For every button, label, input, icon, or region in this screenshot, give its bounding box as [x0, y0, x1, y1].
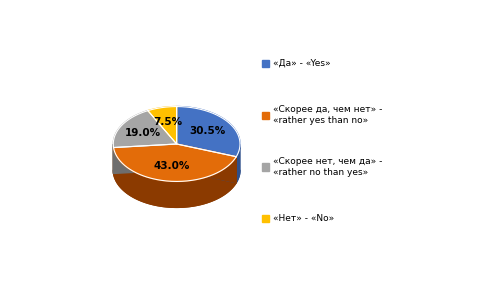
Polygon shape: [114, 147, 236, 207]
Bar: [262, 215, 269, 222]
Polygon shape: [148, 107, 177, 144]
Bar: [262, 163, 269, 170]
Polygon shape: [177, 107, 240, 157]
Text: 7.5%: 7.5%: [153, 117, 182, 127]
Bar: [262, 111, 269, 119]
Text: «Скорее да, чем нет» -
«rather yes than no»: «Скорее да, чем нет» - «rather yes than …: [273, 105, 383, 125]
Polygon shape: [236, 144, 240, 183]
Text: «Скорее нет, чем да» -
«rather no than yes»: «Скорее нет, чем да» - «rather no than y…: [273, 157, 383, 177]
Polygon shape: [114, 144, 177, 173]
Polygon shape: [177, 144, 236, 183]
Text: «Нет» - «No»: «Нет» - «No»: [273, 214, 335, 223]
Polygon shape: [113, 111, 177, 147]
Polygon shape: [113, 170, 177, 173]
Bar: [262, 60, 269, 67]
Polygon shape: [177, 144, 236, 183]
Text: 30.5%: 30.5%: [190, 126, 226, 136]
Text: 19.0%: 19.0%: [125, 128, 161, 138]
Text: 43.0%: 43.0%: [154, 161, 190, 171]
Polygon shape: [114, 170, 236, 207]
Text: «Да» - «Yes»: «Да» - «Yes»: [273, 59, 331, 68]
Polygon shape: [114, 144, 236, 181]
Polygon shape: [177, 170, 240, 183]
Polygon shape: [114, 144, 177, 173]
